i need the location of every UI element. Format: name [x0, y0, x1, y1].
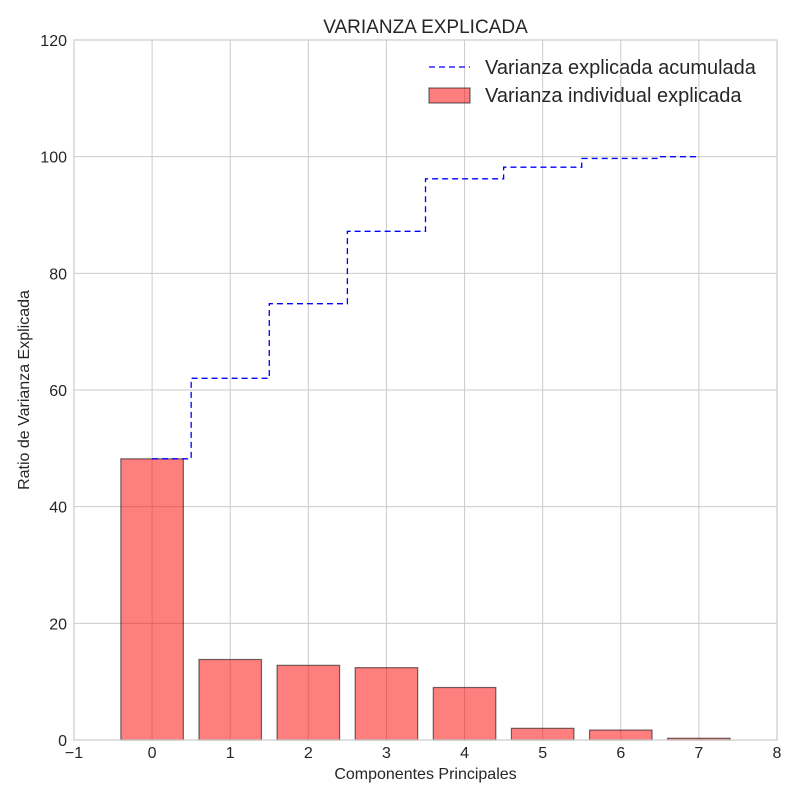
- x-tick-label: 8: [773, 745, 782, 762]
- x-tick-label: 4: [460, 745, 469, 762]
- x-tick-label: 5: [538, 745, 547, 762]
- plot-frame: [73, 39, 778, 741]
- bar-component-5: [510, 727, 575, 741]
- x-tick-label: 0: [148, 745, 157, 762]
- x-axis-label: Componentes Principales: [334, 766, 516, 783]
- bar-component-1: [198, 658, 263, 741]
- x-tick-label: −1: [65, 745, 83, 762]
- bar-component-4: [432, 686, 497, 741]
- bar-component-2: [276, 664, 341, 741]
- legend-label-cumulative: Varianza explicada acumulada: [485, 57, 757, 79]
- legend-label-individual: Varianza individual explicada: [485, 85, 742, 107]
- x-tick-label: 6: [616, 745, 625, 762]
- y-tick-label: 120: [40, 33, 67, 50]
- y-tick-label: 0: [58, 733, 67, 750]
- cumulative-variance-step-line: [152, 156, 699, 460]
- x-tick-label: 1: [226, 745, 235, 762]
- x-tick-label: 2: [304, 745, 313, 762]
- bar-component-0: [120, 458, 184, 741]
- y-tick-label: 20: [49, 616, 67, 633]
- x-tick-label: 3: [382, 745, 391, 762]
- x-axis-ticks: −1 0 1 2 3 4 5 6 7 8: [65, 745, 782, 762]
- y-tick-label: 80: [49, 266, 67, 283]
- individual-variance-bars: [120, 458, 731, 741]
- y-tick-label: 100: [40, 150, 67, 167]
- y-tick-label: 40: [49, 500, 67, 517]
- legend: Varianza explicada acumulada Varianza in…: [428, 57, 757, 107]
- bar-component-6: [588, 729, 653, 741]
- legend-swatch-individual: [428, 87, 471, 104]
- y-tick-label: 60: [49, 383, 67, 400]
- chart-title: VARIANZA EXPLICADA: [323, 17, 528, 38]
- y-axis-label: Ratio de Varianza Explicada: [16, 290, 33, 490]
- y-axis-ticks: 0 20 40 60 80 100 120: [40, 33, 67, 750]
- x-tick-label: 7: [694, 745, 703, 762]
- bar-component-3: [354, 667, 419, 741]
